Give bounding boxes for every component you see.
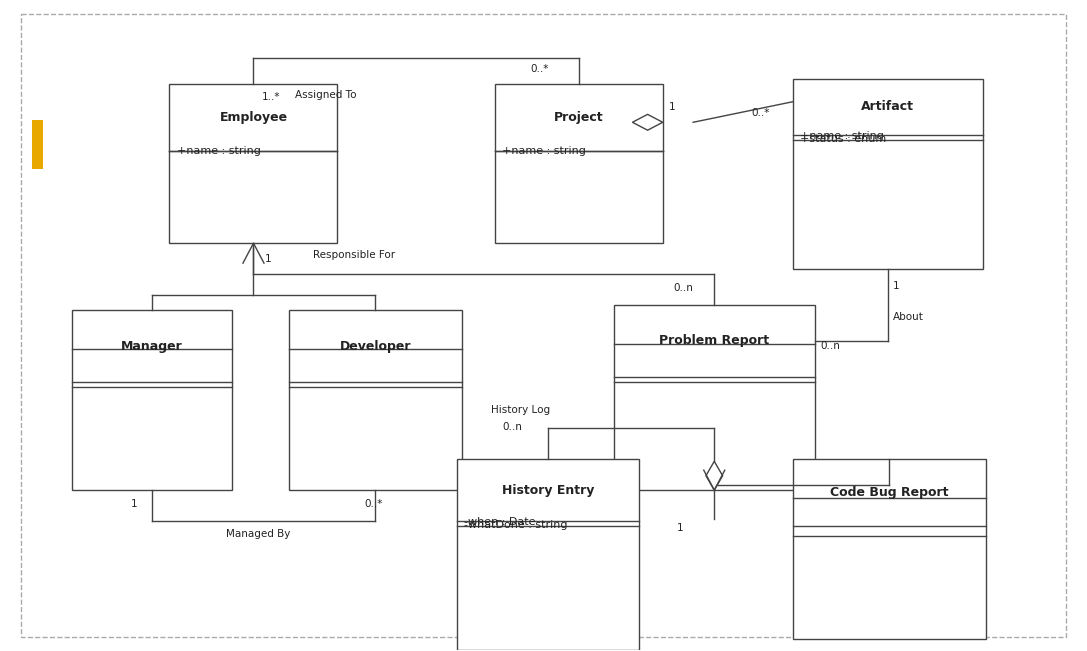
Text: Code Bug Report: Code Bug Report [830,486,949,499]
Bar [792,459,986,639]
Text: 0..*: 0..* [364,499,383,508]
Text: 0..n: 0..n [820,341,840,351]
Bar [170,84,337,243]
Text: Project: Project [554,111,603,124]
Text: Managed By: Managed By [226,529,290,540]
Bar [32,120,42,169]
Text: 1: 1 [264,254,271,264]
Text: +name : string: +name : string [177,146,261,156]
Text: Problem Report: Problem Report [659,335,770,348]
Text: About: About [894,312,924,322]
Text: Assigned To: Assigned To [295,90,357,100]
Text: Responsible For: Responsible For [313,249,396,260]
FancyBboxPatch shape [21,14,1066,637]
Text: -when : Date: -when : Date [464,518,536,527]
Bar [457,459,639,650]
Polygon shape [705,462,723,490]
Bar [792,79,983,269]
Text: 1: 1 [130,499,137,508]
Bar [289,310,462,490]
Text: -whatDone : string: -whatDone : string [464,520,567,530]
Text: 0..*: 0..* [530,64,548,74]
Text: +name : string: +name : string [502,146,586,156]
Text: Artifact: Artifact [861,100,914,113]
Text: 0..n: 0..n [673,283,692,292]
Text: 1..*: 1..* [262,92,280,102]
Text: 0..n: 0..n [502,422,522,432]
Text: Employee: Employee [220,111,288,124]
Bar [495,84,663,243]
Bar [614,305,814,490]
Text: +name : string: +name : string [800,132,885,141]
Text: Manager: Manager [122,340,183,353]
Polygon shape [633,115,663,130]
Text: Developer: Developer [340,340,411,353]
Text: History Log: History Log [491,405,551,415]
Text: 1: 1 [894,281,900,292]
Bar [72,310,233,490]
Text: History Entry: History Entry [501,484,594,497]
Text: 1: 1 [670,102,676,112]
Text: 0..*: 0..* [752,108,770,118]
Text: +status : enum: +status : enum [800,134,887,144]
Text: 1: 1 [676,523,683,533]
